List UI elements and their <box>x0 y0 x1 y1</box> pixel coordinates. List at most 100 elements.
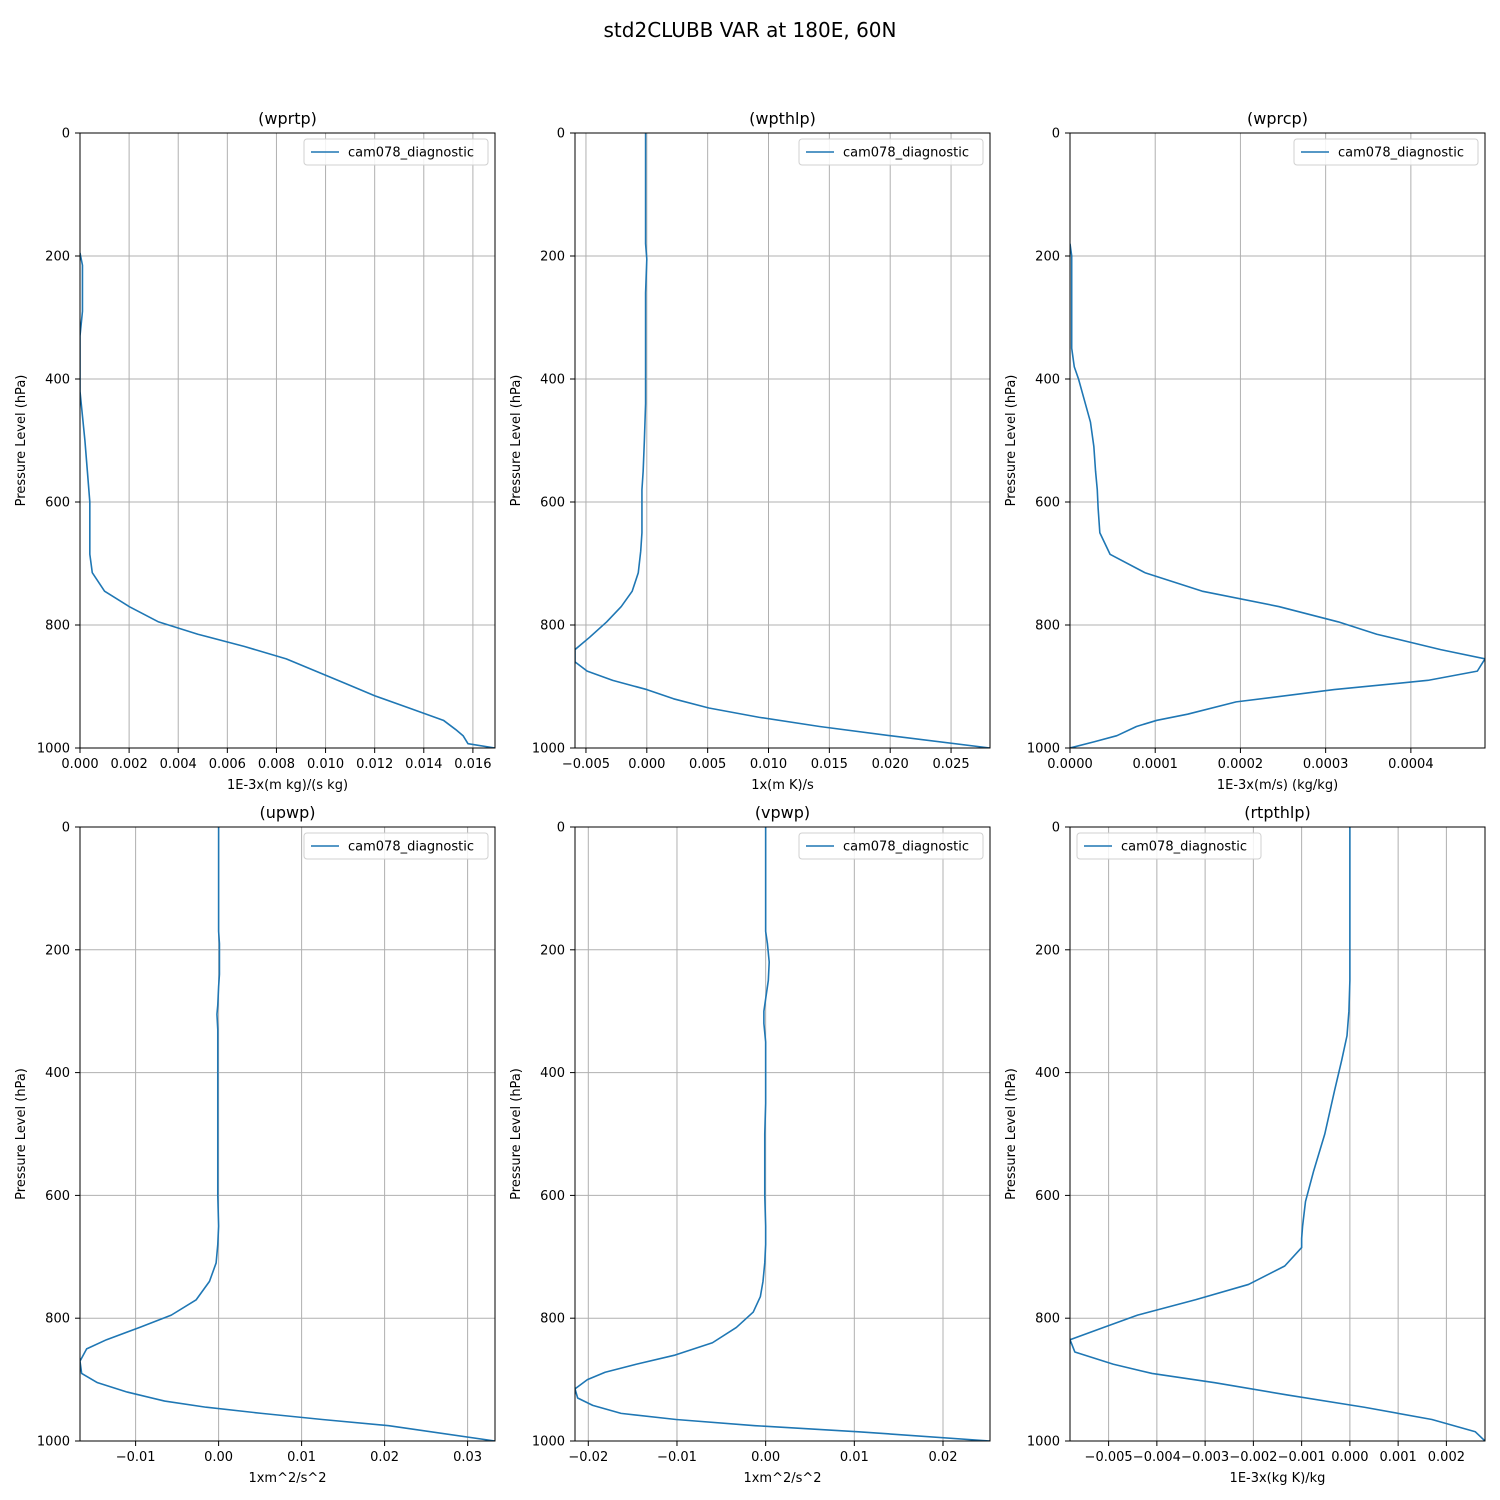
y-tick-label: 600 <box>45 496 70 511</box>
y-tick-label: 400 <box>45 1066 70 1081</box>
panels: 0.000 0.002 0.004 0.006 0.008 0.010 0.012 0.014… <box>14 109 1486 1486</box>
x-tick-label: 0.015 <box>811 757 848 772</box>
plot-frame <box>1069 826 1486 1442</box>
x-tick-label: 0.0000 <box>1047 757 1093 772</box>
y-tick-label: 400 <box>540 1066 565 1081</box>
x-tick-label: 0.000 <box>628 757 665 772</box>
plot-frame <box>79 132 496 749</box>
x-tick-label: −0.004 <box>1133 1450 1181 1465</box>
x-axis-label: 1x(m K)/s <box>751 778 814 793</box>
y-tick-label: 800 <box>45 619 70 634</box>
chart-panel: −0.02 −0.01 0.00 0.01 0.02 0 200 400 600 800 1000 (… <box>509 803 991 1486</box>
series-line <box>1070 827 1485 1441</box>
y-tick-label: 1000 <box>1027 1435 1060 1450</box>
y-tick-label: 800 <box>1035 619 1060 634</box>
legend: cam078_diagnostic <box>798 832 984 860</box>
y-tick-label: 200 <box>540 943 565 958</box>
y-tick-label: 200 <box>1035 943 1060 958</box>
x-tick-label: −0.002 <box>1229 1450 1277 1465</box>
x-tick-label: −0.003 <box>1181 1450 1229 1465</box>
figure-title: std2CLUBB VAR at 180E, 60N <box>604 18 897 42</box>
x-tick-label: 0.025 <box>932 757 969 772</box>
plot-frame <box>79 826 496 1442</box>
plot-frame <box>574 826 991 1442</box>
x-tick-label: −0.005 <box>562 757 610 772</box>
y-tick-label: 1000 <box>532 1435 565 1450</box>
x-axis-label: 1E-3x(m/s) (kg/kg) <box>1217 778 1338 793</box>
series-line <box>575 827 990 1441</box>
y-tick-label: 0 <box>557 127 565 142</box>
x-tick-label: 0.02 <box>929 1450 958 1465</box>
legend-label: cam078_diagnostic <box>348 840 474 855</box>
y-tick-label: 1000 <box>37 742 70 757</box>
series-line <box>80 252 495 748</box>
x-tick-label: 0.016 <box>454 757 491 772</box>
x-tick-label: 0.010 <box>307 757 344 772</box>
x-tick-label: 0.00 <box>751 1450 780 1465</box>
y-tick-label: 600 <box>1035 1189 1060 1204</box>
legend-box <box>798 138 984 166</box>
y-tick-label: 200 <box>1035 250 1060 265</box>
y-tick-label: 800 <box>1035 1312 1060 1327</box>
x-tick-label: 0.012 <box>356 757 393 772</box>
y-tick-label: 0 <box>1052 821 1060 836</box>
legend: cam078_diagnostic <box>303 138 489 166</box>
y-tick-label: 800 <box>45 1312 70 1327</box>
y-tick-label: 400 <box>1035 1066 1060 1081</box>
legend-box <box>1076 832 1262 860</box>
x-axis-label: 1xm^2/s^2 <box>743 1471 821 1486</box>
x-tick-label: 0.03 <box>453 1450 482 1465</box>
y-axis-label: Pressure Level (hPa) <box>1004 1068 1019 1200</box>
chart-panel: 0.0000 0.0001 0.0002 0.0003 0.0004 0 200 400 600… <box>1004 109 1486 793</box>
legend-label: cam078_diagnostic <box>348 146 474 161</box>
x-tick-label: 0.0001 <box>1132 757 1178 772</box>
series-line <box>80 827 495 1441</box>
panel-title: (wprtp) <box>258 109 317 128</box>
x-tick-label: 0.000 <box>61 757 98 772</box>
y-tick-label: 200 <box>540 250 565 265</box>
y-tick-label: 400 <box>1035 373 1060 388</box>
x-tick-label: 0.02 <box>370 1450 399 1465</box>
series-line <box>575 133 990 748</box>
y-tick-label: 400 <box>540 373 565 388</box>
x-tick-label: 0.010 <box>750 757 787 772</box>
y-tick-label: 1000 <box>532 742 565 757</box>
chart-panel: −0.005 0.000 0.005 0.010 0.015 0.020 0.025 0 200… <box>509 109 991 793</box>
legend-box <box>303 832 489 860</box>
series-line <box>1070 243 1485 748</box>
x-tick-label: 0.001 <box>1380 1450 1417 1465</box>
y-axis-label: Pressure Level (hPa) <box>1004 375 1019 507</box>
x-tick-label: 0.01 <box>840 1450 869 1465</box>
legend: cam078_diagnostic <box>1076 832 1262 860</box>
legend-box <box>1293 138 1479 166</box>
y-tick-label: 1000 <box>1027 742 1060 757</box>
x-tick-label: 0.008 <box>258 757 295 772</box>
y-tick-label: 0 <box>557 821 565 836</box>
legend-box <box>303 138 489 166</box>
x-tick-label: 0.01 <box>287 1450 316 1465</box>
legend-label: cam078_diagnostic <box>843 146 969 161</box>
legend-box <box>798 832 984 860</box>
plot-frame <box>574 132 991 749</box>
x-axis-label: 1xm^2/s^2 <box>248 1471 326 1486</box>
x-tick-label: −0.005 <box>1085 1450 1133 1465</box>
panel-title: (rtpthlp) <box>1244 803 1311 822</box>
panel-title: (wpthlp) <box>749 109 816 128</box>
x-tick-label: 0.00 <box>204 1450 233 1465</box>
y-tick-label: 1000 <box>37 1435 70 1450</box>
y-axis-label: Pressure Level (hPa) <box>14 1068 29 1200</box>
x-tick-label: −0.01 <box>116 1450 156 1465</box>
y-tick-label: 0 <box>62 821 70 836</box>
y-axis-label: Pressure Level (hPa) <box>509 1068 524 1200</box>
x-tick-label: 0.0003 <box>1303 757 1349 772</box>
y-tick-label: 800 <box>540 619 565 634</box>
y-tick-label: 600 <box>540 1189 565 1204</box>
y-tick-label: 0 <box>62 127 70 142</box>
y-axis-label: Pressure Level (hPa) <box>509 375 524 507</box>
x-tick-label: 0.000 <box>1331 1450 1368 1465</box>
x-tick-label: 0.004 <box>160 757 197 772</box>
panel-title: (upwp) <box>259 803 315 822</box>
y-tick-label: 0 <box>1052 127 1060 142</box>
legend: cam078_diagnostic <box>303 832 489 860</box>
legend-label: cam078_diagnostic <box>1121 840 1247 855</box>
